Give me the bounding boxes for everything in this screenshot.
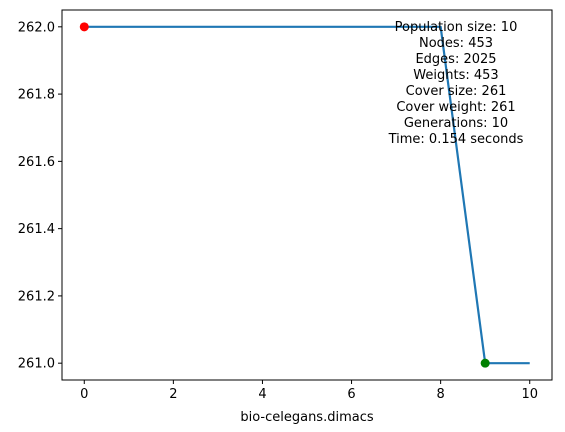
- x-tick-label: 2: [169, 387, 177, 402]
- y-tick-label: 261.6: [18, 155, 55, 170]
- annotation-line: Edges: 2025: [415, 52, 496, 67]
- x-tick-label: 8: [436, 387, 444, 402]
- series-line: [84, 25, 530, 365]
- y-tick-label: 261.8: [18, 88, 55, 103]
- data-point-marker: [480, 358, 490, 368]
- x-tick-label: 10: [521, 387, 538, 402]
- x-tick-label: 6: [347, 387, 355, 402]
- y-tick-label: 261.2: [18, 289, 55, 304]
- x-axis-ticks: 0 2 4 6 8 10: [80, 380, 538, 402]
- annotation-line: Population size: 10: [395, 20, 518, 35]
- annotation-line: Weights: 453: [413, 68, 498, 83]
- annotation-line: Cover size: 261: [406, 84, 507, 99]
- data-point-marker: [79, 22, 89, 32]
- y-axis-ticks: 261.0 261.2 261.4 261.6 261.8 262.0: [18, 20, 62, 372]
- y-tick-label: 262.0: [18, 20, 55, 35]
- x-axis-label: bio-celegans.dimacs: [240, 410, 374, 425]
- x-tick-label: 0: [80, 387, 88, 402]
- annotation-line: Nodes: 453: [419, 36, 493, 51]
- x-tick-label: 4: [258, 387, 266, 402]
- annotation-line: Cover weight: 261: [396, 100, 515, 115]
- marker-layer: [79, 22, 490, 368]
- annotation-line: Generations: 10: [404, 116, 508, 131]
- series-layer: [84, 25, 530, 365]
- y-tick-label: 261.0: [18, 357, 55, 372]
- annotation-line: Time: 0.154 seconds: [388, 132, 524, 147]
- plot-frame: [61, 9, 553, 381]
- y-tick-label: 261.4: [18, 222, 55, 237]
